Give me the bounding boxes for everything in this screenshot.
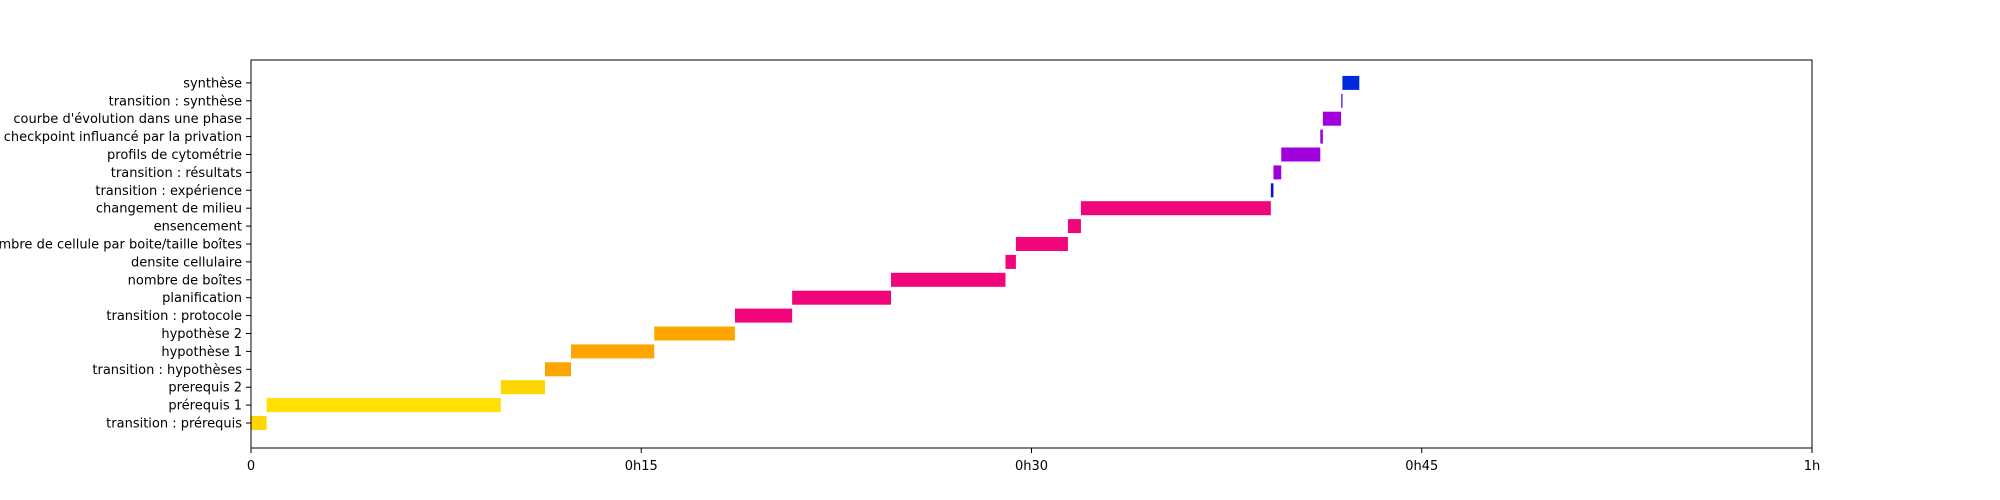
bars-layer (251, 75, 1360, 430)
gantt-bar (544, 362, 572, 377)
y-tick-label: nombre de cellule par boite/taille boîte… (0, 238, 242, 253)
x-tick-label: 0 (247, 459, 255, 474)
y-tick-label: courbe d'évolution dans une phase (13, 112, 242, 127)
gantt-bar (266, 398, 501, 413)
y-tick-label: transition : résultats (111, 166, 242, 181)
gantt-bar (891, 272, 1006, 287)
gantt-bar (1273, 165, 1282, 180)
gantt-bar (1067, 219, 1081, 234)
y-tick-label: checkpoint influancé par la privation (4, 130, 242, 145)
y-tick-label: changement de milieu (96, 202, 242, 217)
y-tick-label: transition : synthèse (109, 94, 242, 109)
gantt-bar (571, 344, 655, 359)
y-tick-label: densite cellulaire (131, 255, 242, 270)
y-tick-label: synthèse (183, 76, 242, 91)
gantt-bar (251, 416, 267, 430)
gantt-bar (500, 380, 545, 395)
y-tick-labels: transition : prérequis prérequis 1 prerequ… (0, 76, 251, 432)
gantt-bar (1320, 129, 1323, 144)
x-tick-label: 0h45 (1405, 459, 1438, 474)
gantt-bar (1281, 147, 1321, 162)
gantt-bar (1322, 111, 1342, 126)
gantt-bar (1341, 93, 1343, 108)
y-tick-label: transition : prérequis (106, 417, 242, 432)
y-tick-label: transition : expérience (95, 184, 242, 199)
gantt-bar (1005, 254, 1016, 269)
y-tick-label: transition : protocole (106, 309, 242, 324)
plot-frame (250, 59, 1813, 449)
y-tick-label: hypothèse 1 (161, 345, 242, 360)
x-axis: 0 0h15 0h30 0h45 1h (247, 448, 1820, 474)
gantt-bar (792, 290, 892, 305)
y-tick-label: prerequis 2 (168, 381, 242, 396)
y-tick-label: ensencement (154, 220, 242, 235)
gantt-bar (1080, 201, 1271, 216)
gantt-bar (1015, 237, 1068, 251)
y-tick-label: prérequis 1 (168, 399, 242, 414)
gantt-bar (654, 326, 735, 341)
y-tick-label: nombre de boîtes (128, 273, 243, 288)
x-tick-label: 0h30 (1015, 459, 1048, 474)
y-tick-label: planification (162, 291, 242, 306)
gantt-bar (1342, 75, 1360, 90)
y-tick-label: transition : hypothèses (92, 363, 242, 378)
gantt-bar (1270, 183, 1274, 198)
y-tick-label: profils de cytométrie (107, 148, 242, 163)
x-tick-label: 1h (1804, 459, 1821, 474)
gantt-bar (734, 308, 793, 323)
y-tick-label: hypothèse 2 (161, 327, 242, 342)
x-tick-label: 0h15 (625, 459, 658, 474)
